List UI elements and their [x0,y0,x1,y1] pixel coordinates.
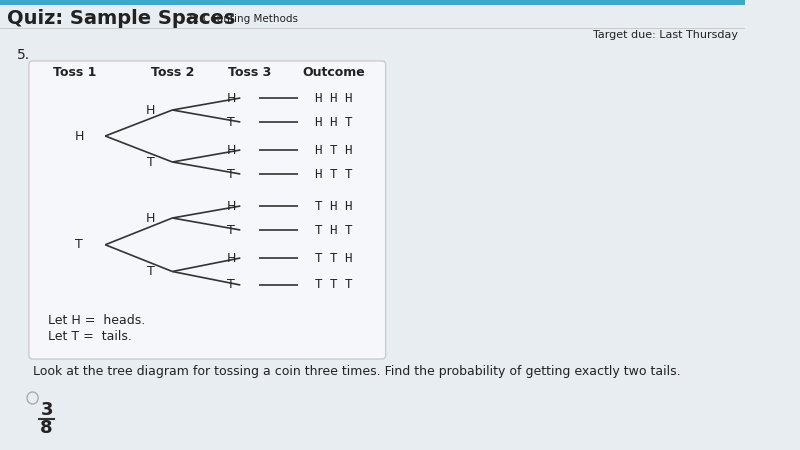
Text: T: T [227,116,235,129]
Text: Target due: Last Thursday: Target due: Last Thursday [593,30,738,40]
Text: T: T [147,156,154,168]
Text: T H T: T H T [314,224,352,237]
Text: T: T [227,167,235,180]
Text: H: H [146,104,156,117]
Text: H: H [226,91,236,104]
Text: Toss 3: Toss 3 [228,66,271,78]
Text: T: T [227,224,235,237]
Text: T T H: T T H [314,252,352,265]
Text: Toss 1: Toss 1 [53,66,96,78]
Text: 8: 8 [40,419,53,437]
Text: H: H [226,199,236,212]
Text: H H T: H H T [314,116,352,129]
Text: 22:Counting Methods: 22:Counting Methods [186,14,298,24]
Text: Let T =  tails.: Let T = tails. [49,330,132,343]
Text: H T T: H T T [314,167,352,180]
Text: H: H [146,212,156,225]
Text: 5.: 5. [17,48,30,62]
FancyBboxPatch shape [29,61,386,359]
Text: H: H [226,252,236,265]
Text: Quiz: Sample Spaces: Quiz: Sample Spaces [7,9,236,27]
Text: T H H: T H H [314,199,352,212]
Text: T: T [147,265,154,278]
Text: H H H: H H H [314,91,352,104]
Text: H: H [74,130,84,143]
Text: 3: 3 [40,401,53,419]
Text: H: H [226,144,236,157]
Text: Let H =  heads.: Let H = heads. [49,314,146,327]
Text: T: T [227,279,235,292]
Text: Toss 2: Toss 2 [150,66,194,78]
Text: H T H: H T H [314,144,352,157]
Text: Outcome: Outcome [302,66,365,78]
Bar [0,0,746,5]
Text: T: T [75,238,83,251]
Text: Look at the tree diagram for tossing a coin three times. Find the probability of: Look at the tree diagram for tossing a c… [33,365,680,378]
Text: T T T: T T T [314,279,352,292]
